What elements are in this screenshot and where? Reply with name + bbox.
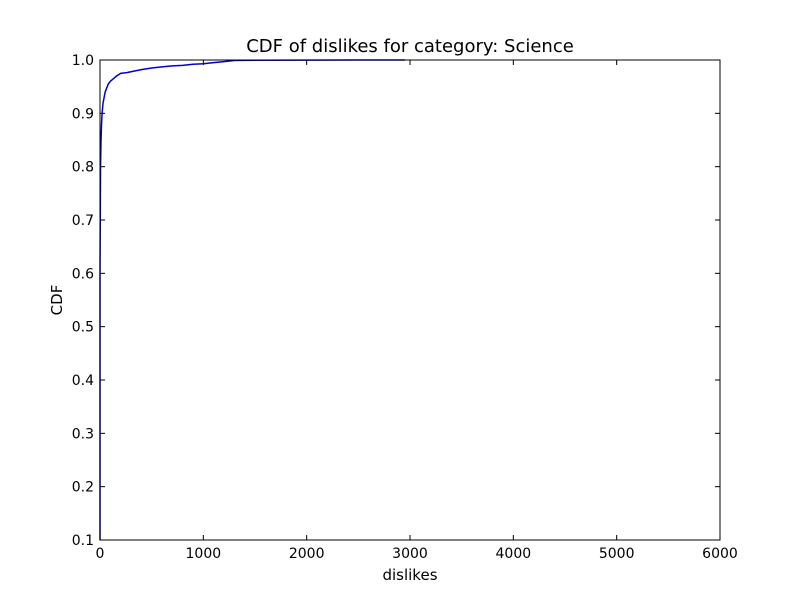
chart-title: CDF of dislikes for category: Science — [246, 36, 574, 57]
x-axis-label: dislikes — [382, 566, 437, 584]
x-tick-label: 4000 — [496, 546, 532, 562]
x-tick-label: 0 — [96, 546, 105, 562]
y-tick-label: 0.2 — [72, 480, 94, 496]
y-tick-label: 0.9 — [72, 106, 94, 122]
y-tick-label: 0.7 — [72, 213, 94, 229]
axis-tick-labels: 0 1000 2000 3000 4000 5000 6000 0.1 0.2 0.3 0.4 0.5… — [72, 53, 738, 562]
x-tick-label: 1000 — [186, 546, 222, 562]
y-tick-label: 1.0 — [72, 53, 94, 69]
y-tick-label: 0.5 — [72, 320, 94, 336]
y-tick-label: 0.8 — [72, 160, 94, 176]
y-tick-label: 0.6 — [72, 266, 94, 282]
cdf-series-line — [99, 59, 405, 540]
y-axis-label: CDF — [48, 285, 66, 316]
y-tick-label: 0.4 — [72, 373, 94, 389]
plot-frame — [99, 59, 721, 541]
y-tick-label: 0.3 — [72, 426, 94, 442]
axis-ticks — [99, 59, 721, 541]
x-tick-label: 3000 — [392, 546, 428, 562]
x-tick-label: 5000 — [599, 546, 635, 562]
y-tick-label: 0.1 — [72, 533, 94, 549]
x-tick-label: 6000 — [702, 546, 738, 562]
x-tick-label: 2000 — [289, 546, 325, 562]
